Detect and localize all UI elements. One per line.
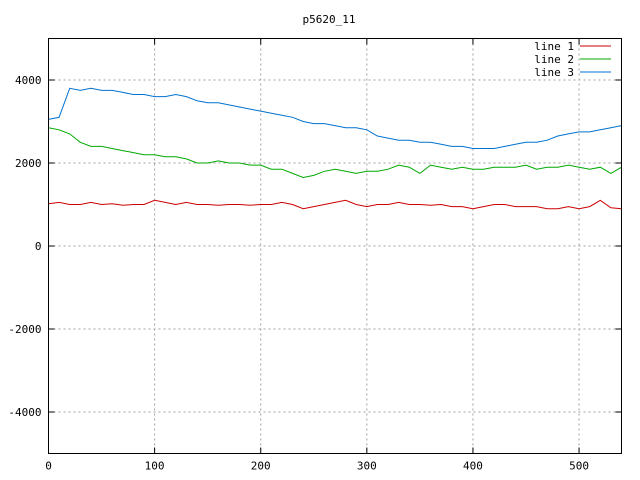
axes: 0 100 200 300 400 500 -4000 -2000 0 2000 4000 [8,38,622,473]
x-tick-label-5: 500 [569,460,589,473]
grid [48,38,622,454]
legend-label-1: line 1 [534,40,574,53]
y-tick-label-2: 0 [35,240,42,253]
x-tick-label-0: 0 [45,460,52,473]
chart-title: p5620_11 [303,13,356,26]
y-tick-label-1: -2000 [8,323,41,336]
series-line-2 [48,127,622,179]
plot-frame [48,38,622,454]
y-tick-label-3: 2000 [15,157,42,170]
x-tick-label-4: 400 [463,460,483,473]
x-tick-label-3: 300 [357,460,377,473]
series-line-1 [48,199,622,210]
x-tick-label-1: 100 [145,460,165,473]
legend-label-2: line 2 [534,53,574,66]
y-tick-label-0: -4000 [8,406,41,419]
y-tick-label-4: 4000 [15,74,42,87]
series-group [48,87,622,210]
series-line-3 [48,87,622,149]
x-tick-label-2: 200 [251,460,271,473]
legend-label-3: line 3 [534,66,574,79]
